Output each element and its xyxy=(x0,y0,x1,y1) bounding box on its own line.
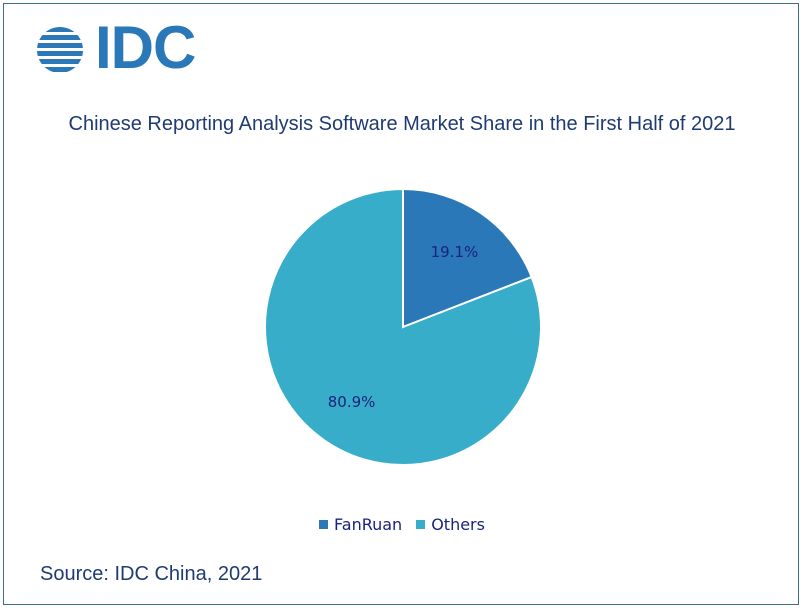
chart-legend: FanRuan Others xyxy=(0,515,804,534)
legend-swatch-others xyxy=(416,520,426,529)
legend-swatch-fanruan xyxy=(319,520,329,529)
data-label-others: 80.9% xyxy=(328,393,376,411)
legend-item-fanruan: FanRuan xyxy=(319,515,402,534)
legend-label-fanruan: FanRuan xyxy=(334,515,403,534)
legend-label-others: Others xyxy=(431,515,485,534)
data-label-fanruan: 19.1% xyxy=(431,243,479,261)
source-note: Source: IDC China, 2021 xyxy=(40,563,263,585)
pie-slice-fanruan xyxy=(402,187,533,329)
chart-title: Chinese Reporting Analysis Software Mark… xyxy=(68,113,736,135)
legend-item-others: Others xyxy=(416,515,485,534)
idc-globe-icon xyxy=(37,27,83,72)
idc-logo-text: IDC xyxy=(95,14,196,81)
pie-slice-others xyxy=(264,187,542,466)
